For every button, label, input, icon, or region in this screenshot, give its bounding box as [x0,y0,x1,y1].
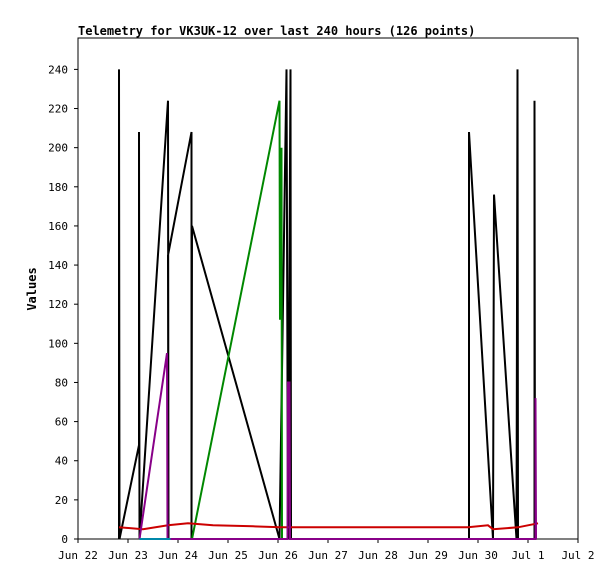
y-tick-label: 140 [48,259,68,272]
series-layer [118,69,539,540]
y-tick-label: 100 [48,337,68,350]
y-tick-label: 80 [55,376,68,389]
y-tick-label: 200 [48,142,68,155]
x-tick-label: Jun 29 [408,549,448,562]
y-tick-label: 160 [48,220,68,233]
x-tick-label: Jul 2 [561,549,594,562]
x-tick-label: Jun 23 [108,549,148,562]
x-tick-label: Jun 27 [308,549,348,562]
series-line-3 [118,522,539,531]
y-axis-ticks: 0 20 40 60 80 100 120 140 160 180 200 220 240 [48,63,78,546]
x-tick-label: Jun 28 [358,549,398,562]
chart-title: Telemetry for VK3UK-12 over last 240 hou… [78,24,475,38]
y-tick-label: 40 [55,455,68,468]
y-tick-label: 120 [48,298,68,311]
x-tick-label: Jun 24 [158,549,198,562]
x-tick-label: Jun 30 [458,549,498,562]
series-line-1 [118,69,536,540]
x-tick-label: Jun 22 [58,549,98,562]
series-line-4 [138,352,537,540]
y-tick-label: 220 [48,103,68,116]
y-tick-label: 20 [55,494,68,507]
y-tick-label: 60 [55,416,68,429]
y-axis-label: Values [25,267,39,310]
x-axis-ticks: Jun 22 Jun 23 Jun 24 Jun 25 Jun 26 Jun 27 Jun … [58,539,595,562]
x-tick-label: Jun 25 [208,549,248,562]
x-tick-label: Jul 1 [511,549,544,562]
x-tick-label: Jun 26 [258,549,298,562]
y-tick-label: 0 [61,533,68,546]
y-tick-label: 240 [48,63,68,76]
series-line-2 [191,100,283,540]
plot-frame [77,37,579,540]
y-tick-label: 180 [48,181,68,194]
